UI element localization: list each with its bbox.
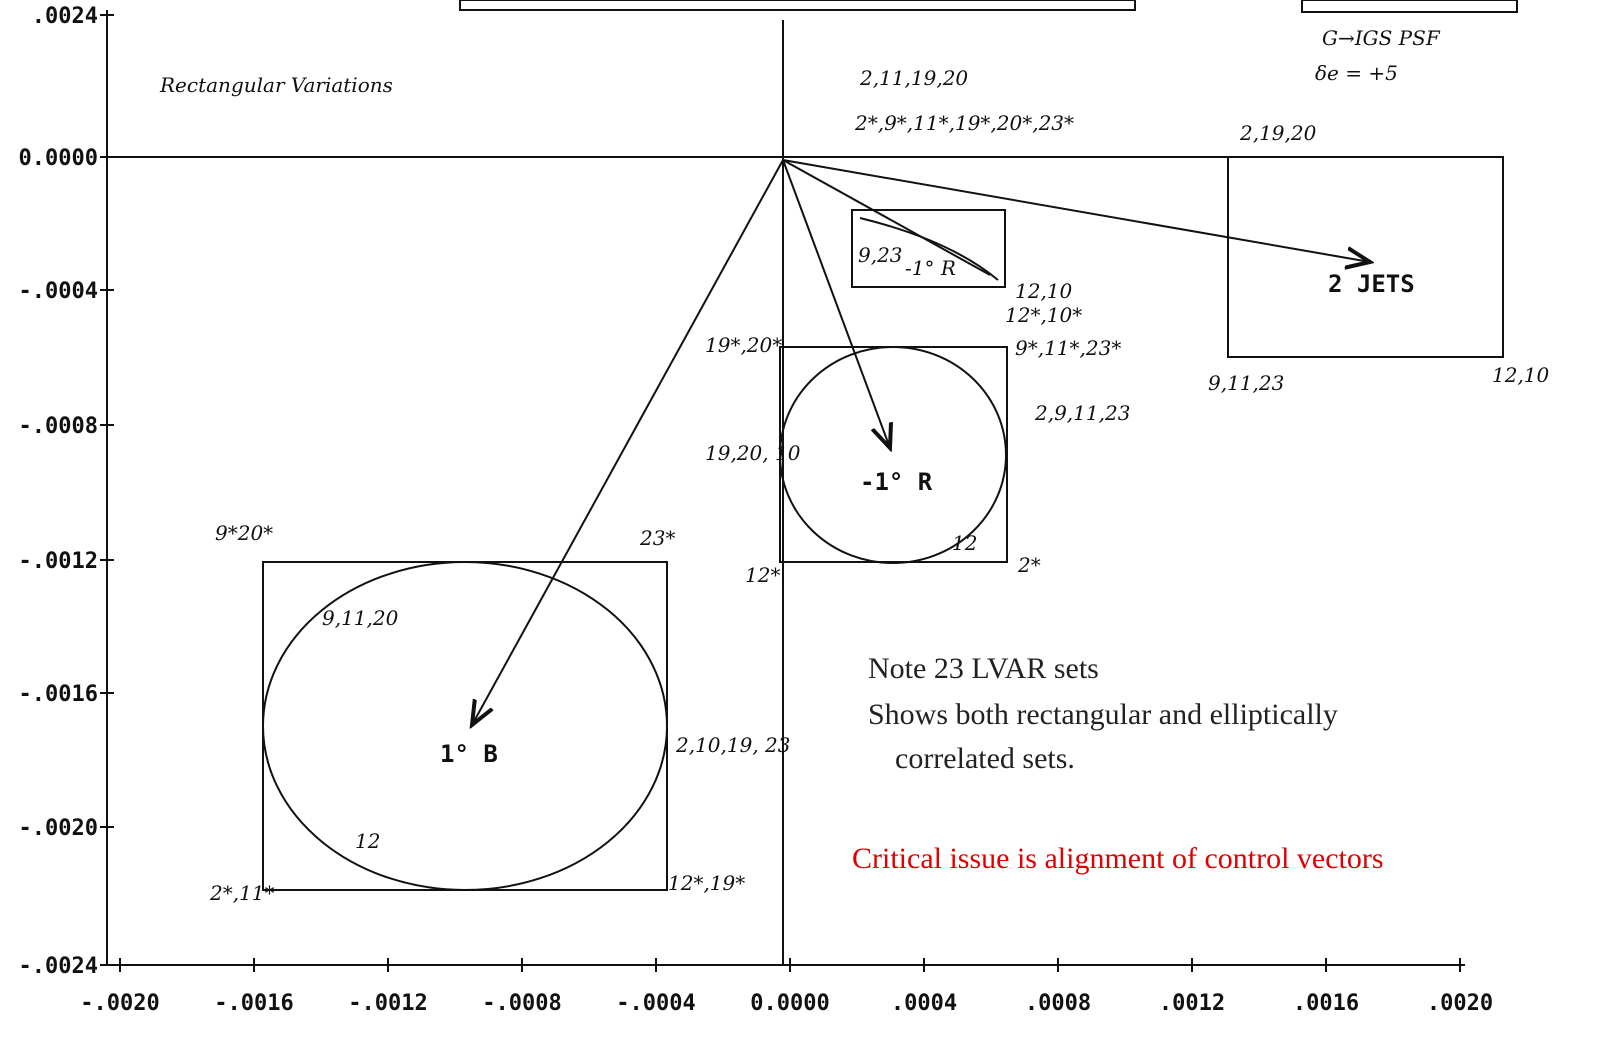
x-tick-label: 0.0000 bbox=[750, 991, 829, 1016]
legend-param: δe = +5 bbox=[1315, 61, 1398, 85]
note-line: Shows both rectangular and elliptically bbox=[868, 698, 1338, 731]
annotation: -1° R bbox=[905, 256, 956, 280]
annotation: 19*,20* bbox=[705, 333, 782, 357]
x-tick-label: .0012 bbox=[1159, 991, 1225, 1016]
x-tick-label: .0016 bbox=[1293, 991, 1359, 1016]
plot: .0024 0.0000 -.0004 -.0008 -.0012 -.0016 -.002… bbox=[0, 0, 1598, 1040]
annotation: 9,23 bbox=[858, 243, 903, 267]
annotation: 2,10,19, 23 bbox=[675, 733, 791, 757]
x-tick-label: -.0020 bbox=[80, 991, 159, 1016]
page: {"title":"Rectangular Variations", "lege… bbox=[0, 0, 1598, 1040]
x-tick-label: -.0016 bbox=[214, 991, 293, 1016]
x-tick-label: .0008 bbox=[1025, 991, 1091, 1016]
chart-title: Rectangular Variations bbox=[159, 73, 393, 97]
annotation: 2,11,19,20 bbox=[859, 66, 968, 90]
annotation: 2*,9*,11*,19*,20*,23* bbox=[854, 111, 1074, 135]
y-tick-label: -.0004 bbox=[19, 279, 98, 304]
annotation: 9,11,20 bbox=[322, 606, 399, 630]
annotation: 12 bbox=[355, 829, 380, 853]
x-tick-label: .0004 bbox=[891, 991, 957, 1016]
x-tick-label: -.0008 bbox=[482, 991, 561, 1016]
y-tick-label: .0024 bbox=[32, 4, 98, 29]
y-tick-label: -.0012 bbox=[19, 549, 98, 574]
annotation: 9,11,23 bbox=[1208, 371, 1284, 395]
annotation: 9*,11*,23* bbox=[1015, 336, 1121, 360]
annotation: 12*,10* bbox=[1005, 303, 1082, 327]
annotation: 12 bbox=[952, 531, 977, 555]
note-line: correlated sets. bbox=[895, 742, 1075, 775]
x-tick-label: -.0012 bbox=[348, 991, 427, 1016]
annotation: 12*,19* bbox=[668, 871, 745, 895]
annotation: 2* bbox=[1017, 553, 1041, 577]
annotation: 12* bbox=[745, 563, 780, 587]
annotation: 2,9,11,23 bbox=[1034, 401, 1130, 425]
critical-note: Critical issue is alignment of control v… bbox=[852, 842, 1384, 875]
annotation: 9*20* bbox=[215, 521, 273, 545]
annotation: 12,10 bbox=[1492, 363, 1550, 387]
annotation: 23* bbox=[639, 526, 675, 550]
x-tick-label: -.0004 bbox=[616, 991, 695, 1016]
x-tick-label: .0020 bbox=[1427, 991, 1493, 1016]
annotation: 2*,11* bbox=[209, 881, 275, 905]
annotation: 2,19,20 bbox=[1239, 121, 1317, 145]
y-tick-label: -.0020 bbox=[19, 816, 98, 841]
annotation: -1° R bbox=[860, 468, 933, 496]
note-line: Note 23 LVAR sets bbox=[868, 652, 1099, 685]
annotation: 12,10 bbox=[1015, 279, 1073, 303]
annotation: 2 JETS bbox=[1328, 270, 1415, 298]
y-tick-label: -.0016 bbox=[19, 682, 98, 707]
y-tick-label: -.0024 bbox=[19, 954, 98, 979]
annotation: 19,20, 10 bbox=[705, 441, 801, 465]
y-tick-label: -.0008 bbox=[19, 414, 98, 439]
legend-case: G→IGS PSF bbox=[1322, 26, 1441, 50]
y-tick-label: 0.0000 bbox=[19, 146, 98, 171]
annotation: 1° B bbox=[440, 740, 498, 768]
